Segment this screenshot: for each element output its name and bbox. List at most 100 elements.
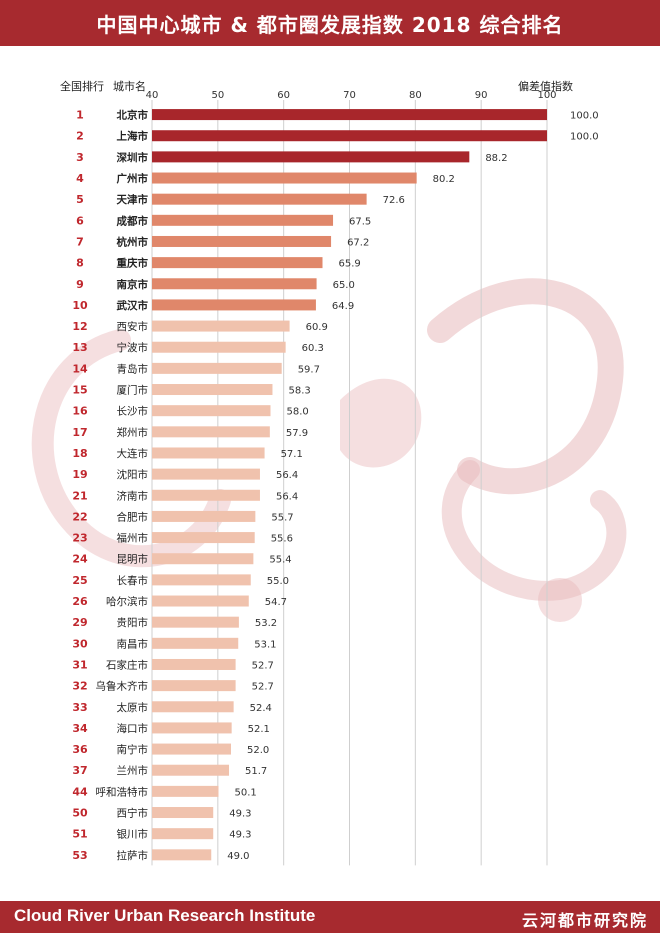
dragon-body-lower	[441, 460, 627, 601]
bar	[152, 807, 214, 819]
bar	[152, 172, 417, 184]
rank-label: 44	[72, 785, 88, 798]
city-label: 福州市	[117, 532, 149, 545]
x-tick-label-40: 40	[146, 90, 159, 101]
value-label: 65.9	[339, 259, 361, 270]
city-label: 长沙市	[117, 405, 149, 418]
value-label: 52.4	[250, 703, 272, 714]
chart-grid	[151, 100, 548, 866]
rank-label: 25	[72, 574, 87, 587]
city-label: 广州市	[117, 172, 149, 185]
x-tick-label-100: 100	[537, 90, 556, 101]
rank-label: 33	[72, 701, 87, 714]
value-label: 72.6	[383, 195, 405, 206]
city-label: 昆明市	[117, 553, 149, 566]
rank-label: 16	[72, 405, 88, 418]
value-label: 65.0	[333, 280, 355, 291]
bar	[152, 828, 214, 840]
dragon-head	[340, 378, 422, 468]
value-label: 88.2	[485, 153, 507, 164]
value-label: 52.0	[247, 745, 269, 756]
ranking-bar-chart: 40 50 60 70 80 90 100 1 北京市 100.02 上海市 100.03 深圳市 88…	[31, 90, 627, 866]
rank-label: 34	[72, 722, 88, 735]
x-tick-label-60: 60	[277, 90, 290, 101]
rank-label: 30	[72, 637, 88, 650]
rank-label: 26	[72, 595, 88, 608]
bar	[152, 426, 270, 438]
city-label: 成都市	[117, 214, 149, 227]
city-label: 长春市	[117, 574, 149, 587]
header-banner: 中国中心城市 & 都市圈发展指数 2018 综合排名	[0, 0, 660, 46]
x-tick-label-90: 90	[475, 90, 488, 101]
bar	[152, 109, 547, 121]
index-column-header: 偏差值指数	[518, 80, 573, 93]
bar	[152, 532, 255, 544]
bar	[152, 447, 265, 459]
value-label: 67.2	[347, 237, 369, 248]
city-label: 太原市	[117, 701, 149, 714]
bar	[152, 764, 230, 776]
value-label: 49.3	[229, 830, 251, 841]
x-tick-label-80: 80	[409, 90, 422, 101]
rank-label: 24	[72, 553, 88, 566]
bar	[152, 785, 219, 797]
rank-label: 3	[76, 151, 84, 164]
city-label: 南宁市	[117, 743, 149, 756]
city-label: 银川市	[117, 828, 149, 841]
value-label: 52.7	[252, 660, 274, 671]
x-axis-ticks: 40 50 60 70 80 90 100	[146, 90, 557, 101]
bar	[152, 235, 332, 247]
value-label: 60.3	[302, 343, 324, 354]
city-label: 石家庄市	[106, 658, 148, 671]
rank-label: 19	[72, 468, 87, 481]
city-label: 重庆市	[117, 257, 149, 270]
city-label: 贵阳市	[117, 616, 149, 629]
footer-org-chinese: 云河都市研究院	[521, 911, 648, 930]
value-label: 55.6	[271, 534, 293, 545]
value-label: 49.0	[227, 851, 249, 862]
rank-label: 50	[72, 807, 88, 820]
value-label: 100.0	[570, 111, 599, 122]
value-label: 60.9	[306, 322, 328, 333]
rank-label: 17	[72, 426, 87, 439]
bar	[152, 193, 367, 205]
bar	[152, 405, 271, 417]
bar	[152, 743, 231, 755]
rank-label: 2	[76, 130, 84, 143]
dragon-watermark	[31, 278, 627, 622]
rank-label: 9	[76, 278, 84, 291]
city-label: 南京市	[117, 278, 149, 291]
bar	[152, 553, 254, 565]
dragon-pearl	[538, 578, 582, 622]
bar	[152, 384, 273, 396]
value-label: 50.1	[234, 787, 256, 798]
value-label: 57.9	[286, 428, 308, 439]
city-label: 杭州市	[117, 235, 149, 248]
city-label: 武汉市	[117, 299, 149, 312]
city-label: 青岛市	[117, 362, 149, 375]
city-label: 西宁市	[117, 807, 149, 820]
bar	[152, 489, 260, 501]
bar	[152, 151, 470, 163]
bar	[152, 257, 323, 269]
value-label: 57.1	[281, 449, 303, 460]
rank-label: 37	[72, 764, 87, 777]
rank-label: 6	[76, 214, 84, 227]
bar	[152, 722, 232, 734]
bar	[152, 362, 282, 374]
value-label: 67.5	[349, 216, 371, 227]
footer-org-english: Cloud River Urban Research Institute	[14, 906, 316, 925]
bar	[152, 320, 290, 332]
bar	[152, 680, 236, 692]
value-label: 55.0	[267, 576, 289, 587]
rank-label: 1	[76, 109, 84, 122]
city-label: 哈尔滨市	[106, 595, 148, 608]
city-label: 天津市	[117, 193, 149, 206]
city-label: 宁波市	[117, 341, 149, 354]
city-label: 合肥市	[117, 510, 149, 523]
value-label: 80.2	[433, 174, 455, 185]
value-label: 56.4	[276, 491, 298, 502]
bar	[152, 468, 260, 480]
bar	[152, 214, 334, 226]
city-label: 呼和浩特市	[96, 785, 149, 798]
